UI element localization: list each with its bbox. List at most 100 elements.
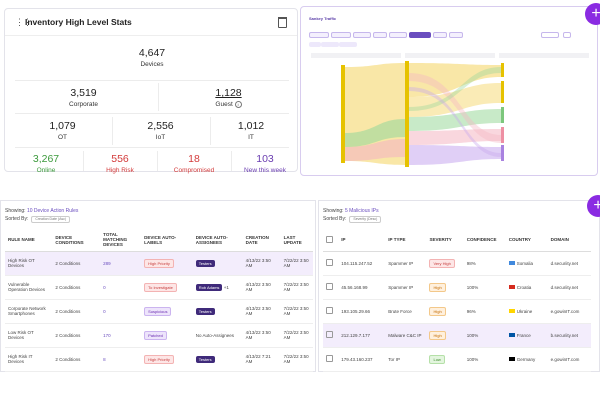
row-checkbox-cell[interactable] bbox=[323, 299, 339, 324]
corporate-stat[interactable]: 3,519 Corporate bbox=[15, 87, 152, 108]
checkbox[interactable] bbox=[326, 235, 333, 243]
label-pill: Suspicious bbox=[144, 306, 172, 316]
filter-dropdown[interactable] bbox=[389, 32, 407, 38]
label-pill: High Priority bbox=[144, 354, 174, 364]
table-row[interactable]: Low Risk OT Devices 2 Conditions 170 Patche… bbox=[5, 323, 313, 348]
domain-cell: e.gowinIT.com bbox=[547, 347, 591, 372]
checkbox[interactable] bbox=[326, 283, 333, 290]
filter-dropdown[interactable] bbox=[449, 32, 463, 38]
online-stat[interactable]: 3,267 Online bbox=[11, 153, 81, 174]
sort-chip[interactable]: Severity (Desc) bbox=[349, 216, 382, 223]
filter-dropdown-active[interactable] bbox=[409, 32, 431, 38]
row-checkbox-cell[interactable] bbox=[323, 323, 339, 348]
severity-pill: Very High bbox=[429, 258, 455, 268]
expand-icon[interactable] bbox=[563, 32, 571, 38]
assignee-pill: Testers bbox=[195, 259, 215, 267]
filter-dropdown[interactable] bbox=[331, 32, 351, 38]
high-risk-stat[interactable]: 556 High Risk bbox=[85, 153, 155, 174]
filter-dropdown[interactable] bbox=[433, 32, 447, 38]
matching-devices-cell[interactable]: 170 bbox=[100, 323, 142, 348]
rule-name-cell[interactable]: Vulnerable Operation Devices bbox=[5, 275, 53, 300]
column-header-5[interactable]: DOMAIN bbox=[547, 229, 591, 252]
it-stat[interactable]: 1,012 IT bbox=[211, 120, 291, 141]
table-row[interactable]: 212.129.7.177 Malware C&C IP High 100% Franc… bbox=[323, 323, 591, 348]
column-header-4[interactable]: DEVICE AUTO-ASSIGNEES bbox=[192, 229, 243, 252]
view-select[interactable] bbox=[541, 32, 559, 38]
column-header-1[interactable]: DEVICE CONDITIONS bbox=[52, 229, 101, 252]
table-row[interactable]: 104.115.247.52 Spammer IP Very High 98% Soma… bbox=[323, 251, 591, 276]
select-all-checkbox[interactable] bbox=[323, 229, 339, 252]
ip-cell[interactable]: 45.56.168.99 bbox=[338, 275, 386, 300]
country-cell: Croatia bbox=[505, 275, 548, 300]
creation-date-cell: 4/13/22 3:50 AM bbox=[242, 275, 281, 300]
matching-devices-cell[interactable]: 0 bbox=[100, 275, 142, 300]
auto-assignee-cell: Testers bbox=[192, 299, 243, 324]
rule-name-cell[interactable]: Low Risk OT Devices bbox=[5, 323, 53, 348]
iot-stat[interactable]: 2,556 IoT bbox=[113, 120, 208, 141]
column-header-1[interactable]: IP TYPE bbox=[385, 229, 427, 252]
table-row[interactable]: 193.105.29.66 Brute Force High 96% Ukraine e.… bbox=[323, 299, 591, 324]
add-widget-button[interactable]: + bbox=[587, 195, 600, 217]
flag-icon bbox=[508, 333, 515, 338]
chip[interactable] bbox=[309, 42, 321, 47]
rule-name-cell[interactable]: High Risk IT Devices bbox=[5, 347, 53, 372]
ip-cell[interactable]: 179.43.160.237 bbox=[338, 347, 386, 372]
column-header-2[interactable]: TOTAL MATCHING DEVICES bbox=[100, 229, 142, 252]
ot-stat[interactable]: 1,079 OT bbox=[15, 120, 110, 141]
rule-name-cell[interactable]: High Risk OT Devices bbox=[5, 251, 53, 276]
table-row[interactable]: Corporate Network Smartphones 2 Condition… bbox=[5, 299, 313, 324]
column-header-3[interactable]: DEVICE AUTO-LABELS bbox=[141, 229, 193, 252]
chip[interactable] bbox=[339, 42, 357, 47]
table-row[interactable]: Vulnerable Operation Devices 2 Conditions… bbox=[5, 275, 313, 300]
checkbox[interactable] bbox=[326, 355, 333, 362]
ot-label: OT bbox=[57, 134, 68, 141]
rule-name-cell[interactable]: Corporate Network Smartphones bbox=[5, 299, 53, 324]
row-checkbox-cell[interactable] bbox=[323, 251, 339, 276]
row-checkbox-cell[interactable] bbox=[323, 347, 339, 372]
filter-dropdown[interactable] bbox=[373, 32, 387, 38]
matching-devices-cell[interactable]: 289 bbox=[100, 251, 142, 276]
chip[interactable] bbox=[321, 42, 339, 47]
ip-cell[interactable]: 193.105.29.66 bbox=[338, 299, 386, 324]
total-devices-stat[interactable]: 4,647 Devices bbox=[5, 47, 299, 68]
guest-stat[interactable]: 1,128 Guest i bbox=[160, 87, 297, 108]
compromised-label: Compromised bbox=[173, 167, 215, 174]
row-checkbox-cell[interactable] bbox=[323, 275, 339, 300]
column-header-0[interactable]: RULE NAME bbox=[5, 229, 53, 252]
ip-cell[interactable]: 212.129.7.177 bbox=[338, 323, 386, 348]
country-name: Ukraine bbox=[516, 308, 533, 314]
table-row[interactable]: High Risk OT Devices 2 Conditions 289 High … bbox=[5, 251, 313, 276]
sort-chip[interactable]: Creation Date (Asc) bbox=[31, 216, 71, 223]
inventory-card-header: ⋮⋮ Inventory High Level Stats bbox=[5, 9, 297, 36]
add-widget-button[interactable]: + bbox=[585, 3, 600, 25]
matching-devices-cell[interactable]: 8 bbox=[100, 347, 142, 372]
column-header-2[interactable]: SEVERITY bbox=[426, 229, 464, 252]
confidence-cell: 100% bbox=[463, 347, 506, 372]
trash-icon[interactable] bbox=[278, 16, 287, 28]
table-row[interactable]: 45.56.168.99 Spammer IP High 100% Croatia d.s… bbox=[323, 275, 591, 300]
column-header-0[interactable]: IP bbox=[338, 229, 386, 252]
table-row[interactable]: 179.43.160.237 Tor IP Low 100% Germany e.gowi… bbox=[323, 347, 591, 372]
filter-dropdown[interactable] bbox=[353, 32, 371, 38]
online-label: Online bbox=[36, 167, 56, 174]
column-header-6[interactable]: LAST UPDATE bbox=[280, 229, 313, 252]
column-header-5[interactable]: CREATION DATE bbox=[242, 229, 281, 252]
checkbox[interactable] bbox=[326, 259, 333, 266]
column-header-4[interactable]: COUNTRY bbox=[505, 229, 548, 252]
flag-icon bbox=[508, 285, 515, 290]
guest-value[interactable]: 1,128 bbox=[215, 87, 242, 99]
conditions-cell: 2 Conditions bbox=[52, 251, 101, 276]
table-row[interactable]: High Risk IT Devices 2 Conditions 8 High Pr… bbox=[5, 347, 313, 372]
checkbox[interactable] bbox=[326, 307, 333, 314]
new-this-week-stat[interactable]: 103 New this week bbox=[233, 153, 297, 174]
column-header-3[interactable]: CONFIDENCE bbox=[463, 229, 506, 252]
country-name: France bbox=[516, 332, 531, 338]
checkbox[interactable] bbox=[326, 331, 333, 338]
new-this-week-label: New this week bbox=[244, 167, 286, 174]
filter-dropdown[interactable] bbox=[309, 32, 329, 38]
info-icon[interactable]: i bbox=[234, 101, 242, 108]
ip-cell[interactable]: 104.115.247.52 bbox=[338, 251, 386, 276]
matching-devices-cell[interactable]: 0 bbox=[100, 299, 142, 324]
drag-handle-icon[interactable]: ⋮⋮ bbox=[15, 16, 32, 27]
compromised-stat[interactable]: 18 Compromised bbox=[159, 153, 229, 174]
